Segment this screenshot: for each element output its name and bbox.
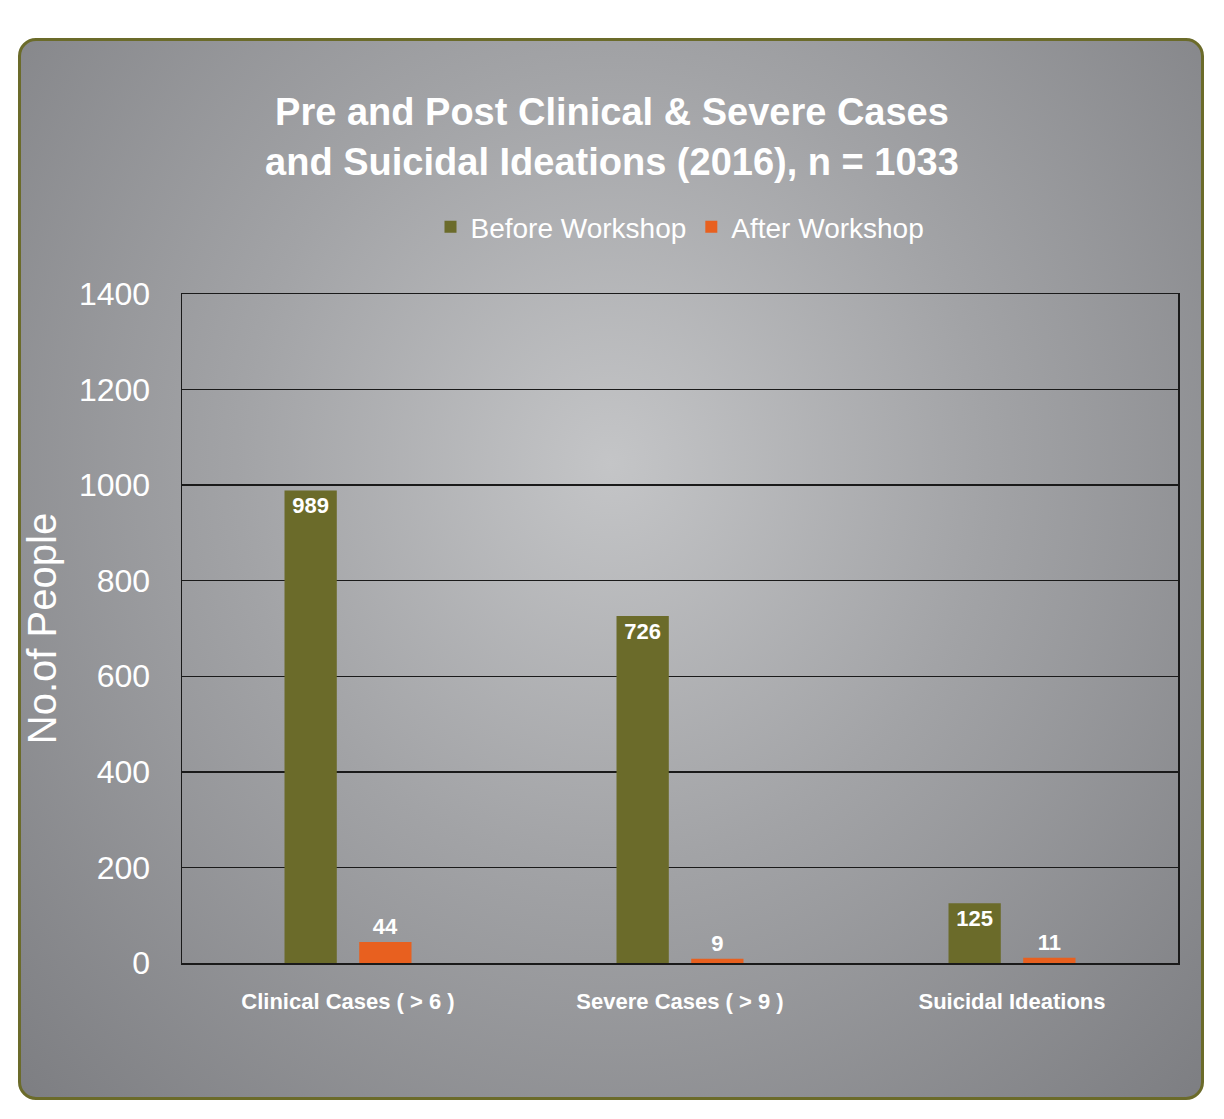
svg-text:1400: 1400 [79,276,150,312]
svg-text:Clinical Cases ( > 6 ): Clinical Cases ( > 6 ) [241,989,454,1014]
svg-text:Pre and Post Clinical & Severe: Pre and Post Clinical & Severe Casesand … [265,91,959,182]
svg-text:No.of People: No.of People [20,513,64,744]
svg-text:125: 125 [956,906,993,931]
svg-text:Severe Cases ( > 9 ): Severe Cases ( > 9 ) [576,989,783,1014]
svg-text:9: 9 [711,931,723,956]
svg-text:989: 989 [292,493,329,518]
svg-text:600: 600 [97,658,150,694]
svg-text:11: 11 [1038,930,1061,955]
svg-text:1200: 1200 [79,372,150,408]
svg-text:400: 400 [97,754,150,790]
svg-text:44: 44 [373,914,398,939]
svg-text:1000: 1000 [79,467,150,503]
svg-text:Before Workshop: Before Workshop [471,213,687,244]
svg-text:Suicidal Ideations: Suicidal Ideations [918,989,1105,1014]
svg-text:726: 726 [624,619,661,644]
svg-text:After Workshop: After Workshop [731,213,923,244]
svg-text:200: 200 [97,850,150,886]
svg-text:800: 800 [97,563,150,599]
svg-text:0: 0 [132,945,150,981]
